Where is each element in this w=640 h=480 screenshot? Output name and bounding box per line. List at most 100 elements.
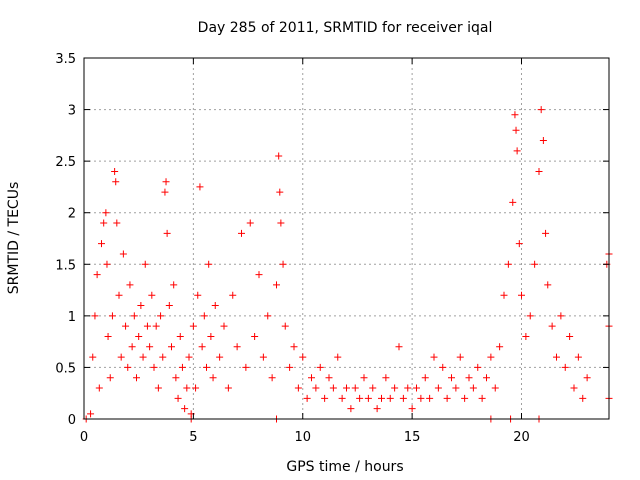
data-point xyxy=(364,394,372,402)
data-point xyxy=(566,332,574,340)
data-point xyxy=(115,291,123,299)
data-point xyxy=(316,363,324,371)
data-point xyxy=(382,374,390,382)
data-point xyxy=(259,353,267,361)
data-point xyxy=(95,384,103,392)
data-point xyxy=(183,384,191,392)
data-point xyxy=(103,260,111,268)
data-point xyxy=(500,291,508,299)
data-point xyxy=(478,394,486,402)
data-point xyxy=(238,229,245,237)
data-point xyxy=(439,363,447,371)
y-tick-label: 2 xyxy=(68,207,76,222)
data-point xyxy=(325,374,333,382)
data-point xyxy=(220,322,228,330)
data-point xyxy=(93,271,101,279)
data-point xyxy=(443,394,451,402)
data-point xyxy=(141,260,149,268)
data-point xyxy=(185,353,193,361)
data-point xyxy=(117,353,125,361)
data-point xyxy=(487,353,495,361)
data-point xyxy=(161,188,169,196)
data-point xyxy=(281,322,289,330)
y-tick-label: 0.5 xyxy=(55,361,76,376)
data-point xyxy=(308,374,315,382)
data-point xyxy=(408,405,416,413)
data-point xyxy=(509,198,517,206)
data-point xyxy=(157,312,165,320)
data-point xyxy=(303,394,311,402)
data-point xyxy=(162,178,170,186)
data-point xyxy=(194,291,202,299)
data-point xyxy=(198,343,206,351)
data-point xyxy=(196,183,204,191)
data-point xyxy=(515,240,523,248)
y-tick-label: 3 xyxy=(68,104,76,119)
data-point xyxy=(168,343,175,351)
data-point xyxy=(139,353,147,361)
data-point xyxy=(207,332,215,340)
data-point xyxy=(130,312,138,320)
x-tick-label: 5 xyxy=(189,430,197,445)
data-point xyxy=(351,384,359,392)
data-point xyxy=(421,374,429,382)
data-point xyxy=(87,410,95,418)
data-point xyxy=(518,291,525,299)
data-point xyxy=(113,219,121,227)
data-point xyxy=(347,405,355,413)
x-tick-label: 20 xyxy=(513,430,530,445)
data-point xyxy=(334,353,342,361)
data-point xyxy=(544,281,552,289)
data-point xyxy=(504,260,512,268)
data-point xyxy=(539,137,547,145)
data-point xyxy=(264,312,272,320)
data-point xyxy=(343,384,350,392)
data-point xyxy=(91,312,99,320)
data-point xyxy=(189,322,197,330)
data-point xyxy=(413,384,420,392)
data-point xyxy=(491,384,499,392)
data-point xyxy=(203,363,210,371)
data-point xyxy=(159,353,167,361)
data-point xyxy=(200,312,208,320)
x-tick-label: 15 xyxy=(404,430,421,445)
data-point xyxy=(275,152,283,160)
data-point xyxy=(356,394,364,402)
data-point xyxy=(205,260,213,268)
data-point xyxy=(542,229,550,237)
data-point xyxy=(286,363,294,371)
data-point xyxy=(119,250,127,258)
data-point xyxy=(165,302,173,310)
data-point xyxy=(321,394,329,402)
data-point xyxy=(122,322,130,330)
data-point xyxy=(513,147,521,155)
chart-title: Day 285 of 2011, SRMTID for receiver iqa… xyxy=(198,20,493,36)
data-point xyxy=(146,343,154,351)
data-point xyxy=(461,394,469,402)
data-point xyxy=(373,405,381,413)
data-point xyxy=(378,394,385,402)
data-point xyxy=(154,384,162,392)
data-point xyxy=(531,260,539,268)
data-point xyxy=(216,353,224,361)
data-point xyxy=(537,106,545,114)
data-point xyxy=(312,384,320,392)
data-point xyxy=(106,374,114,382)
data-point xyxy=(391,384,399,392)
data-point xyxy=(98,240,105,248)
data-point xyxy=(430,353,438,361)
data-point xyxy=(229,291,237,299)
data-point xyxy=(126,281,134,289)
data-point xyxy=(329,384,337,392)
data-point xyxy=(112,178,120,186)
data-point xyxy=(89,353,97,361)
data-point xyxy=(170,281,178,289)
x-axis-label: GPS time / hours xyxy=(286,459,403,475)
data-point xyxy=(404,384,412,392)
data-point xyxy=(133,374,140,382)
data-point xyxy=(417,394,425,402)
data-point xyxy=(268,374,276,382)
data-point xyxy=(209,374,217,382)
data-point xyxy=(512,126,520,134)
